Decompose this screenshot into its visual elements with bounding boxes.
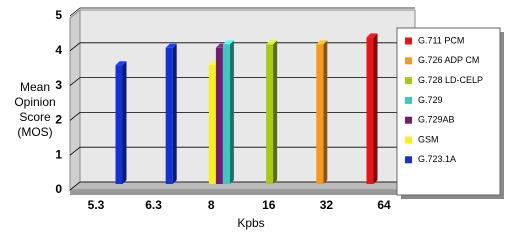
grid-line (69, 42, 415, 52)
bar-top (115, 61, 127, 66)
x-tick-label: 16 (262, 198, 276, 212)
x-tick-label: 6.3 (145, 198, 162, 212)
x-tick-label: 32 (320, 198, 334, 212)
bar-front (208, 65, 216, 184)
bar (366, 33, 378, 184)
bar-side (122, 61, 127, 185)
bar (115, 61, 127, 185)
y-axis-label: (MOS) (17, 125, 52, 139)
x-tick-label: 8 (208, 198, 215, 212)
grid-line (69, 112, 415, 121)
bar-top (316, 40, 328, 45)
bar-front (316, 44, 324, 184)
bar (316, 40, 328, 184)
legend-label: G.726 ADP CM (418, 55, 479, 65)
y-tick-label: 5 (55, 8, 62, 22)
x-axis-label: Kpbs (237, 216, 264, 230)
legend-swatch (405, 57, 412, 65)
legend-swatch (405, 156, 412, 164)
x-tick-label: 5.3 (88, 198, 105, 212)
legend-label: G.729AB (418, 115, 455, 125)
bar-side (229, 40, 234, 184)
y-axis-label: Mean (20, 80, 50, 94)
bar-top (266, 40, 278, 45)
bar-side (273, 40, 278, 184)
bar-front (366, 37, 374, 184)
legend-swatch (405, 116, 412, 124)
legend-swatch (405, 136, 412, 144)
y-tick-label: 2 (55, 113, 62, 127)
bar-side (323, 40, 328, 184)
legend-swatch (405, 96, 412, 104)
y-axis-label: Opinion (14, 95, 55, 109)
base (70, 190, 405, 195)
bar (222, 40, 234, 184)
bar-front (165, 47, 173, 184)
bar-side (373, 33, 378, 184)
legend-label: G.729 (418, 95, 443, 105)
legend-swatch (405, 77, 412, 85)
bar-front (215, 47, 223, 184)
bar (165, 43, 177, 184)
legend-label: G.728 LD-CELP (418, 75, 483, 85)
y-tick-label: 4 (55, 43, 62, 57)
legend-label: G.723.1A (418, 154, 456, 164)
grid-line (69, 146, 415, 156)
bar-front (266, 44, 274, 184)
bar-top (222, 40, 234, 45)
bar-top (366, 33, 378, 38)
legend-label: G.711 PCM (418, 35, 464, 45)
bar-front (115, 65, 123, 184)
y-tick-label: 1 (55, 147, 62, 161)
y-tick-label: 0 (55, 182, 62, 196)
y-tick-label: 3 (55, 78, 62, 92)
grid-line (69, 77, 415, 86)
legend (396, 27, 501, 196)
grid-line (69, 7, 415, 17)
bar-top (165, 43, 177, 48)
x-tick-label: 64 (377, 198, 391, 212)
legend-label: GSM (418, 134, 439, 144)
grid-line (69, 181, 415, 191)
y-axis-label: Score (19, 110, 51, 124)
side-wall (69, 8, 81, 192)
bar-side (172, 43, 177, 184)
bar-front (222, 44, 230, 184)
bar (266, 40, 278, 184)
legend-swatch (405, 37, 412, 45)
